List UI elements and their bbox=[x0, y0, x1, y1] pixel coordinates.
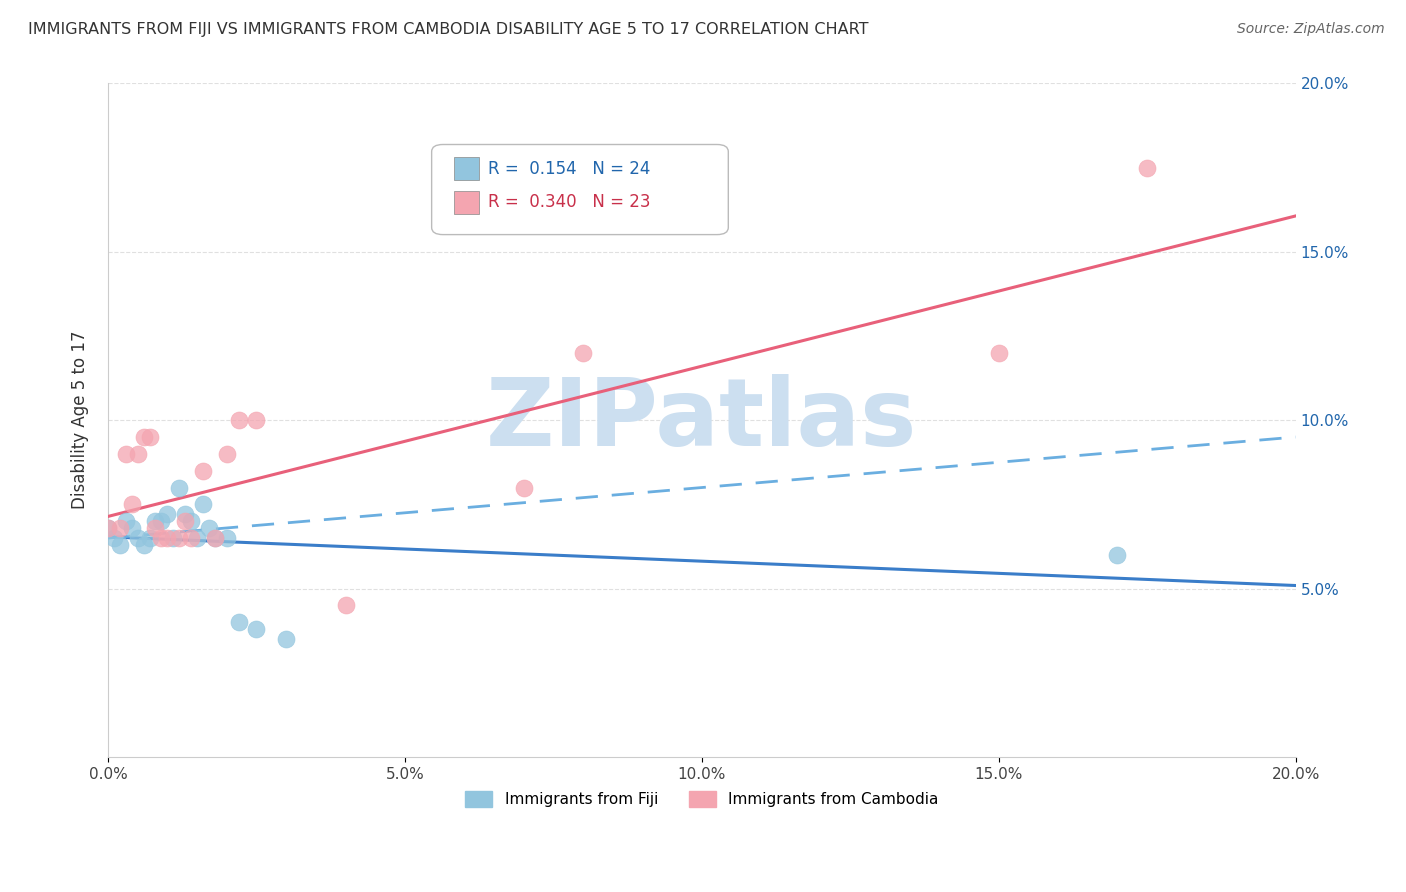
Point bbox=[103, 531, 125, 545]
Point bbox=[132, 538, 155, 552]
Point bbox=[167, 531, 190, 545]
Point bbox=[121, 497, 143, 511]
Point bbox=[162, 531, 184, 545]
Point bbox=[156, 508, 179, 522]
Point bbox=[245, 622, 267, 636]
Point bbox=[156, 531, 179, 545]
Point bbox=[245, 413, 267, 427]
Y-axis label: Disability Age 5 to 17: Disability Age 5 to 17 bbox=[72, 331, 89, 509]
Point bbox=[114, 514, 136, 528]
Point bbox=[228, 615, 250, 630]
Point bbox=[138, 531, 160, 545]
Point bbox=[276, 632, 298, 646]
Point bbox=[215, 531, 238, 545]
Text: R =  0.154   N = 24: R = 0.154 N = 24 bbox=[488, 160, 650, 178]
Point bbox=[97, 521, 120, 535]
Point bbox=[191, 497, 214, 511]
Point bbox=[1107, 548, 1129, 562]
Point bbox=[512, 481, 534, 495]
Point bbox=[180, 531, 202, 545]
Point bbox=[335, 599, 357, 613]
Point bbox=[215, 447, 238, 461]
Point bbox=[145, 514, 167, 528]
Point bbox=[167, 481, 190, 495]
Point bbox=[127, 447, 149, 461]
Text: R =  0.340   N = 23: R = 0.340 N = 23 bbox=[488, 194, 651, 211]
Point bbox=[108, 521, 131, 535]
Point bbox=[987, 346, 1010, 360]
Point bbox=[150, 531, 173, 545]
Point bbox=[150, 514, 173, 528]
Point bbox=[174, 514, 197, 528]
Point bbox=[198, 521, 221, 535]
Text: ZIPatlas: ZIPatlas bbox=[486, 375, 918, 467]
Point bbox=[204, 531, 226, 545]
Text: Source: ZipAtlas.com: Source: ZipAtlas.com bbox=[1237, 22, 1385, 37]
Point bbox=[114, 447, 136, 461]
Point bbox=[174, 508, 197, 522]
Point bbox=[97, 521, 120, 535]
Point bbox=[204, 531, 226, 545]
Point bbox=[191, 464, 214, 478]
Point bbox=[132, 430, 155, 444]
Text: IMMIGRANTS FROM FIJI VS IMMIGRANTS FROM CAMBODIA DISABILITY AGE 5 TO 17 CORRELAT: IMMIGRANTS FROM FIJI VS IMMIGRANTS FROM … bbox=[28, 22, 869, 37]
Point bbox=[1136, 161, 1159, 175]
Point bbox=[127, 531, 149, 545]
Point bbox=[180, 514, 202, 528]
Point bbox=[121, 521, 143, 535]
Point bbox=[572, 346, 595, 360]
Point bbox=[108, 538, 131, 552]
Point bbox=[138, 430, 160, 444]
Point bbox=[228, 413, 250, 427]
Legend: Immigrants from Fiji, Immigrants from Cambodia: Immigrants from Fiji, Immigrants from Ca… bbox=[458, 785, 945, 814]
Point bbox=[145, 521, 167, 535]
Point bbox=[186, 531, 208, 545]
